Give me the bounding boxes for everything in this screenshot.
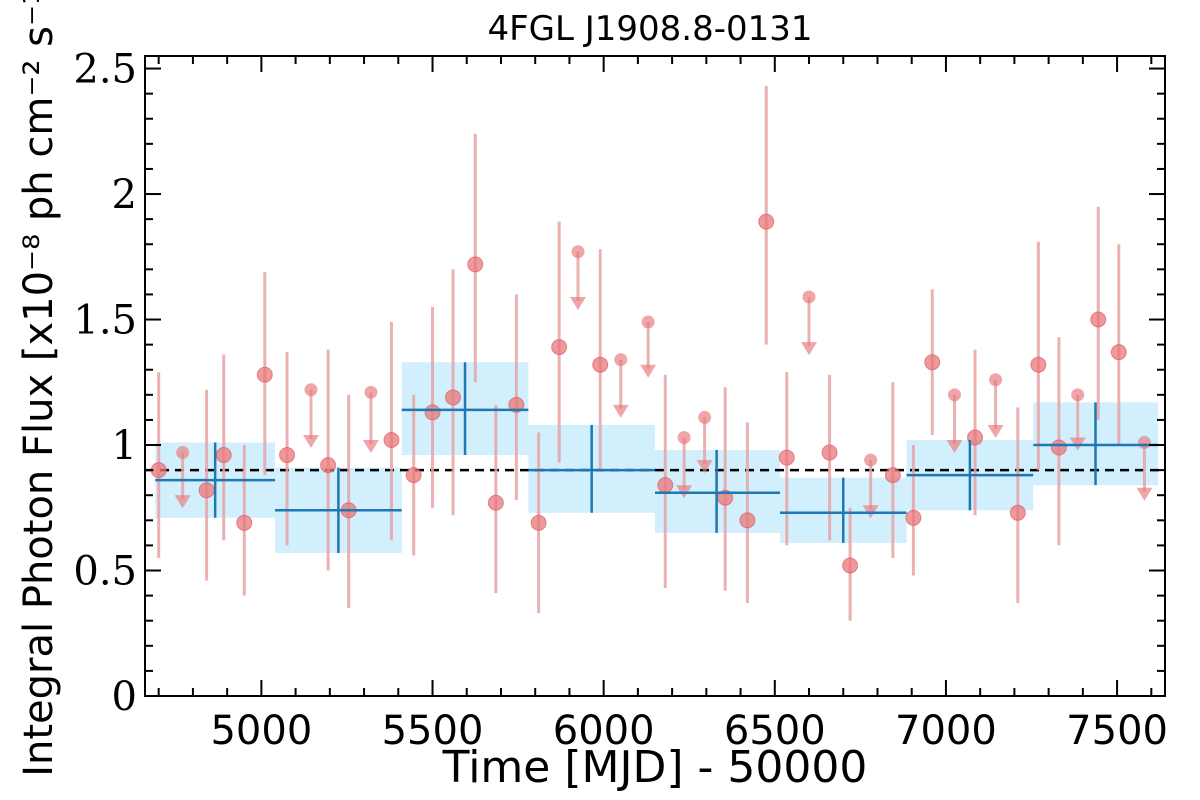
- upper-limit-marker: [176, 446, 190, 460]
- data-point: [236, 514, 253, 531]
- x-tick-label: 6500: [724, 708, 826, 754]
- upper-limit-marker: [989, 373, 1003, 387]
- upper-limit-arrow: [303, 435, 320, 449]
- upper-limit-marker: [571, 245, 585, 259]
- y-tick-label: 2: [112, 172, 137, 218]
- data-point: [383, 432, 400, 448]
- upper-limit-arrow: [696, 460, 713, 474]
- data-point: [1050, 439, 1067, 456]
- data-point: [1030, 356, 1047, 373]
- upper-limit-arrow: [569, 296, 586, 310]
- data-point: [256, 366, 273, 383]
- y-tick-label: 1.5: [73, 298, 137, 344]
- data-point: [198, 482, 215, 499]
- upper-limit-arrow: [987, 424, 1004, 438]
- data-point: [1090, 311, 1107, 328]
- upper-limit-arrow: [362, 440, 379, 454]
- data-point: [551, 339, 568, 356]
- data-point: [967, 429, 984, 446]
- data-point: [1009, 504, 1026, 521]
- data-point: [842, 557, 859, 574]
- plot-area: [144, 55, 1166, 697]
- x-tick-label: 7500: [1066, 708, 1168, 754]
- upper-limit-marker: [364, 385, 378, 399]
- x-tick-label: 5000: [210, 708, 312, 754]
- upper-limit-arrow: [801, 342, 818, 356]
- data-point: [424, 404, 441, 421]
- data-point: [758, 213, 775, 230]
- plot-frame: [144, 55, 1166, 697]
- upper-limit-arrow: [612, 404, 629, 418]
- y-axis-ticks: 0 0.5 1 1.5 2 2.5: [73, 47, 1165, 720]
- x-tick-label: 7000: [895, 708, 997, 754]
- data-point: [150, 462, 167, 479]
- data-point: [215, 447, 232, 464]
- y-axis-label: Integral Photon Flux [x10⁻⁸ ph cm⁻² s⁻¹]: [16, 0, 62, 777]
- upper-limit-arrow: [174, 495, 191, 509]
- data-point: [884, 467, 901, 484]
- upper-limit-marker: [1137, 436, 1151, 450]
- data-point: [467, 256, 484, 273]
- x-axis-ticks: 5000 5500 6000 6500 7000 7500: [157, 56, 1168, 754]
- x-tick-label: 5500: [382, 708, 484, 754]
- upper-limit-marker: [698, 410, 712, 424]
- data-point: [405, 467, 422, 484]
- x-axis-label: Time [MJD] - 50000: [442, 742, 868, 793]
- data-point: [279, 447, 296, 464]
- data-point: [657, 477, 674, 494]
- upper-limit-marker: [677, 430, 691, 444]
- upper-limit-marker: [864, 453, 878, 467]
- upper-limit-arrow: [1136, 487, 1153, 501]
- upper-limit-arrow: [640, 364, 657, 378]
- data-point: [905, 509, 922, 526]
- plot-content: [145, 86, 1165, 621]
- data-point: [487, 494, 504, 511]
- data-point: [778, 449, 795, 466]
- upper-limit-marker: [304, 383, 318, 397]
- chart-title: 4FGL J1908.8-0131: [487, 9, 812, 49]
- data-point: [739, 512, 756, 529]
- y-tick-label: 2.5: [73, 47, 137, 93]
- upper-limit-marker: [641, 315, 655, 329]
- upper-limit-marker: [947, 388, 961, 402]
- y-tick-label: 1: [112, 423, 137, 469]
- data-point: [530, 514, 547, 531]
- data-point: [320, 457, 337, 474]
- data-point: [592, 356, 609, 373]
- x-tick-label: 6000: [553, 708, 655, 754]
- data-point: [508, 396, 525, 413]
- upper-limit-marker: [1071, 388, 1085, 402]
- data-point: [1110, 344, 1127, 361]
- upper-limit-marker: [802, 290, 816, 304]
- upper-limit-arrow: [946, 440, 963, 454]
- data-point: [924, 354, 941, 371]
- y-tick-label: 0: [112, 674, 137, 720]
- y-tick-label: 0.5: [73, 549, 137, 595]
- data-point: [445, 389, 462, 406]
- data-point: [821, 444, 838, 461]
- upper-limit-marker: [614, 353, 628, 367]
